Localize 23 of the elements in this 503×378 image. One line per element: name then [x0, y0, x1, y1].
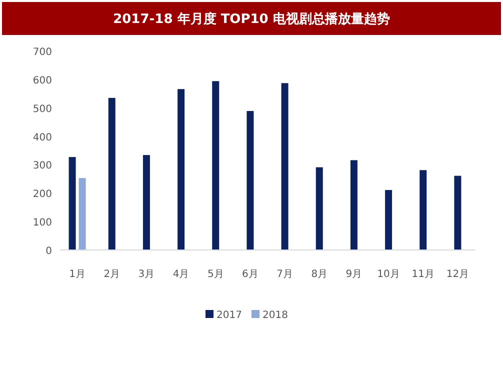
- x-tick-label: 1月: [69, 269, 86, 280]
- x-tick-label: 12月: [446, 269, 470, 280]
- y-tick-label: 0: [46, 246, 52, 257]
- x-tick-label: 11月: [412, 269, 434, 280]
- x-tick-label: 4月: [172, 269, 190, 280]
- y-tick-label: 600: [32, 75, 52, 86]
- x-tick-label: 10月: [377, 269, 400, 280]
- x-tick-label: 5月: [207, 269, 224, 280]
- y-tick-label: 100: [32, 218, 52, 229]
- x-tick-label: 9月: [346, 269, 362, 280]
- chart-title: 2017-18 年月度 TOP10 电视剧总播放量趋势: [113, 11, 390, 27]
- y-tick-label: 200: [32, 189, 52, 200]
- x-tick-label: 8月: [311, 269, 328, 280]
- y-tick-label: 400: [32, 132, 52, 144]
- y-tick-label: 700: [32, 47, 52, 58]
- x-tick-label: 6月: [242, 269, 258, 280]
- legend-label: 2018: [262, 310, 288, 321]
- y-tick-label: 500: [32, 104, 52, 115]
- x-tick-label: 2月: [104, 269, 120, 280]
- x-tick-label: 7月: [276, 269, 293, 280]
- legend-label: 2017: [216, 310, 242, 321]
- y-tick-label: 300: [32, 160, 52, 172]
- x-tick-label: 3月: [138, 269, 155, 280]
